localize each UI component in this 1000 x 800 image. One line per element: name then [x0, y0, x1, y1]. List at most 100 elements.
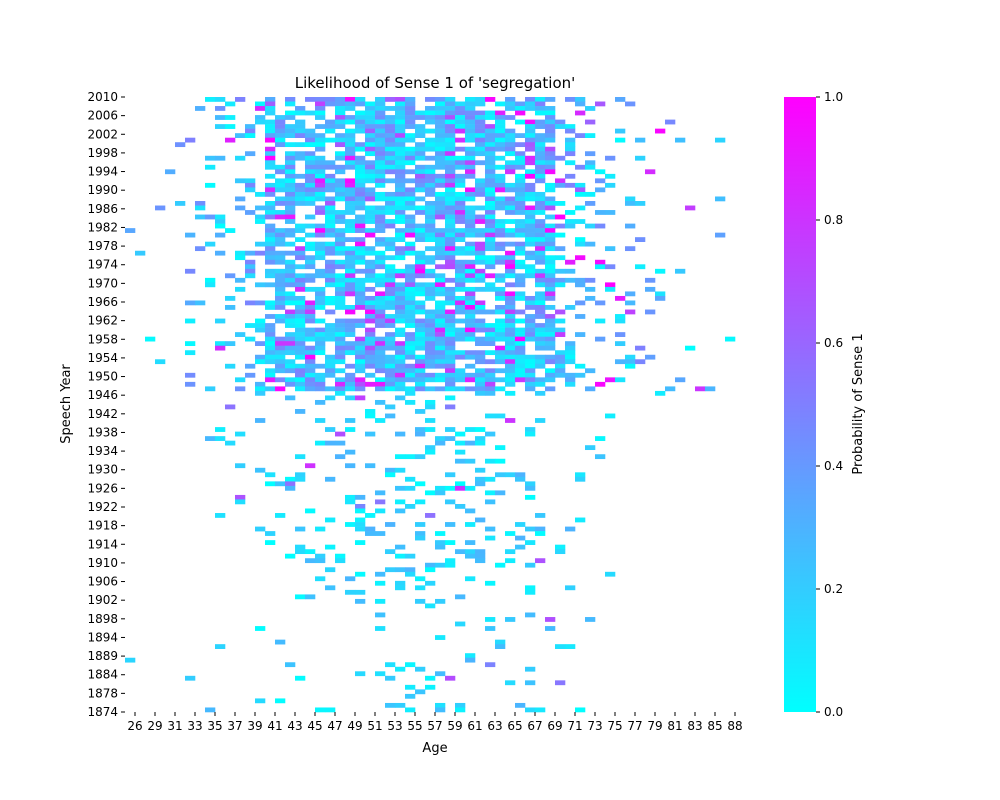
heatmap-cell [395, 305, 406, 310]
heatmap-cell [565, 128, 576, 134]
heatmap-cell [255, 119, 266, 125]
heatmap-cell [265, 228, 276, 233]
heatmap-cell [415, 345, 426, 351]
heatmap-cell [345, 381, 356, 387]
heatmap-cell [265, 327, 276, 333]
heatmap-cell [495, 354, 506, 360]
heatmap-cell [385, 201, 396, 206]
heatmap-cell [535, 223, 546, 229]
heatmap-cell [335, 210, 346, 215]
heatmap-cell [305, 128, 316, 134]
heatmap-cell [345, 223, 356, 229]
heatmap-cell [325, 332, 336, 337]
heatmap-cell [265, 146, 276, 152]
heatmap-cell [345, 255, 356, 261]
heatmap-cell [445, 210, 456, 215]
heatmap-cell [335, 133, 346, 138]
heatmap-cell [335, 381, 346, 387]
heatmap-cell [375, 359, 386, 365]
heatmap-cell [345, 101, 356, 107]
heatmap-cell [345, 332, 356, 337]
heatmap-cell [485, 219, 496, 224]
heatmap-cell [615, 377, 626, 383]
heatmap-cell [305, 286, 316, 292]
heatmap-cell [575, 101, 586, 107]
heatmap-cell [525, 372, 536, 378]
heatmap-cell [505, 381, 516, 387]
heatmap-cell [385, 97, 396, 102]
heatmap-cell [465, 295, 476, 301]
heatmap-cell [225, 404, 236, 410]
y-tick-label: 1958 [87, 332, 118, 346]
heatmap-cell [355, 160, 366, 166]
heatmap-cell [295, 106, 306, 111]
heatmap-cell [425, 318, 436, 324]
heatmap-cell [435, 598, 446, 604]
heatmap-cell [275, 124, 286, 129]
heatmap-cell [305, 178, 316, 184]
heatmap-cell [545, 115, 556, 120]
heatmap-cell [595, 436, 606, 441]
heatmap-cell [325, 567, 336, 573]
heatmap-cell [525, 97, 536, 102]
heatmap-cell [475, 323, 486, 328]
heatmap-cell [485, 191, 496, 197]
heatmap-cell [485, 160, 496, 166]
heatmap-cell [355, 295, 366, 301]
heatmap-cell [465, 309, 476, 315]
heatmap-cell [395, 567, 406, 573]
heatmap-cell [405, 268, 416, 274]
heatmap-cell [265, 282, 276, 288]
heatmap-cell [365, 341, 376, 347]
heatmap-cell [415, 110, 426, 116]
heatmap-cell [545, 359, 556, 365]
heatmap-cell [365, 164, 376, 170]
heatmap-cell [395, 187, 406, 193]
heatmap-cell [315, 106, 326, 111]
heatmap-cell [435, 350, 446, 356]
heatmap-cell [435, 336, 446, 342]
heatmap-cell [685, 345, 696, 351]
heatmap-cell [515, 191, 526, 197]
heatmap-cell [545, 368, 556, 374]
heatmap-cell [525, 336, 536, 342]
heatmap-cell [425, 295, 436, 301]
heatmap-cell [485, 228, 496, 233]
x-axis-ticks: 26 29 31 33 35 37 39 41 43 45 47 49 51 53 55 57 59 61 63 65… [127, 712, 743, 733]
heatmap-cell [385, 277, 396, 283]
heatmap-cell [445, 115, 456, 120]
heatmap-cell [415, 151, 426, 157]
heatmap-cell [555, 255, 566, 261]
heatmap-cell [205, 97, 216, 102]
heatmap-cell [355, 589, 366, 595]
heatmap-cell [265, 241, 276, 247]
heatmap-cell [265, 110, 276, 116]
heatmap-cell [345, 128, 356, 134]
heatmap-cell [445, 241, 456, 247]
heatmap-cell [425, 603, 436, 609]
heatmap-cell [365, 332, 376, 337]
y-tick-label: 1914 [87, 537, 118, 551]
heatmap-cell [215, 232, 226, 238]
heatmap-cell [265, 214, 276, 220]
heatmap-cell [435, 490, 446, 496]
heatmap-cell [585, 617, 596, 622]
heatmap-cell [475, 440, 486, 446]
heatmap-cell [565, 350, 576, 356]
heatmap-cell [575, 255, 586, 261]
heatmap-cell [215, 106, 226, 111]
heatmap-cell [545, 286, 556, 292]
heatmap-cell [335, 327, 346, 333]
heatmap-cell [555, 182, 566, 188]
heatmap-cell [285, 485, 296, 491]
heatmap-cell [365, 219, 376, 224]
heatmap-cell [525, 210, 536, 215]
heatmap-cell [575, 282, 586, 288]
heatmap-cell [485, 133, 496, 138]
heatmap-cell [375, 146, 386, 152]
heatmap-cell [295, 201, 306, 206]
x-tick-label: 51 [367, 719, 382, 733]
heatmap-cell [355, 345, 366, 351]
heatmap-cell [385, 413, 396, 419]
heatmap-cell [195, 214, 206, 220]
